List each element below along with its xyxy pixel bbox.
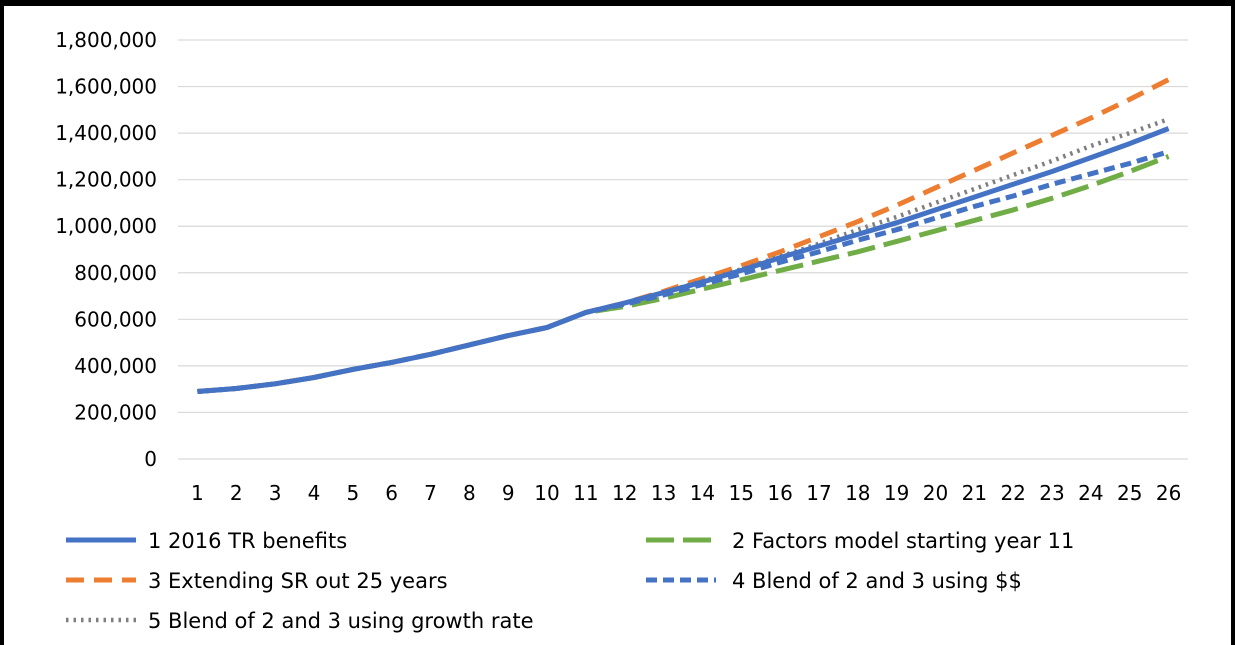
x-tick-label-9: 9	[502, 481, 515, 505]
legend-label-2: 2 Factors model starting year 11	[732, 529, 1074, 553]
y-tick-label-0: 0	[144, 447, 157, 471]
legend-label-3: 3 Extending SR out 25 years	[148, 569, 448, 593]
y-tick-label-9: 1,800,000	[55, 28, 157, 52]
x-tick-label-26: 26	[1156, 481, 1181, 505]
x-tick-label-21: 21	[962, 481, 987, 505]
x-axis-tick-labels: 1 2 3 4 5 6 7 8 9 10 11 12 13 14 15 16 17 18 19 20 21 22 23 24 2…	[191, 481, 1181, 505]
y-tick-label-2: 400,000	[74, 354, 157, 378]
legend: 1 2016 TR benefits 2 Factors model start…	[66, 529, 1074, 633]
x-tick-label-14: 14	[690, 481, 715, 505]
legend-item-3: 3 Extending SR out 25 years	[66, 569, 448, 593]
y-tick-label-8: 1,600,000	[55, 75, 157, 99]
legend-item-1: 1 2016 TR benefits	[66, 529, 347, 553]
x-tick-label-1: 1	[191, 481, 204, 505]
x-tick-label-18: 18	[845, 481, 870, 505]
x-tick-label-4: 4	[308, 481, 321, 505]
x-tick-label-13: 13	[651, 481, 676, 505]
y-tick-label-7: 1,400,000	[55, 121, 157, 145]
x-tick-label-24: 24	[1078, 481, 1103, 505]
x-tick-label-15: 15	[729, 481, 754, 505]
series-lines	[197, 77, 1170, 394]
series-line-3	[197, 77, 1170, 394]
x-tick-label-2: 2	[230, 481, 243, 505]
x-tick-label-19: 19	[884, 481, 909, 505]
legend-label-1: 1 2016 TR benefits	[148, 529, 347, 553]
x-tick-label-10: 10	[534, 481, 559, 505]
legend-label-4: 4 Blend of 2 and 3 using $$	[732, 569, 1022, 593]
legend-item-5: 5 Blend of 2 and 3 using growth rate	[66, 609, 534, 633]
x-tick-label-22: 22	[1000, 481, 1025, 505]
gridlines	[178, 39, 1188, 460]
series-line-4	[197, 149, 1170, 394]
y-tick-label-1: 200,000	[74, 400, 157, 424]
y-axis-tick-labels: 0 200,000 400,000 600,000 800,000 1,000,000 1,…	[55, 28, 157, 471]
legend-item-4: 4 Blend of 2 and 3 using $$	[646, 569, 1022, 593]
y-tick-label-3: 600,000	[74, 307, 157, 331]
series-line-1	[197, 126, 1170, 394]
x-tick-label-7: 7	[424, 481, 437, 505]
y-tick-label-6: 1,200,000	[55, 168, 157, 192]
legend-label-5: 5 Blend of 2 and 3 using growth rate	[148, 609, 534, 633]
x-tick-label-20: 20	[923, 481, 948, 505]
x-tick-label-23: 23	[1039, 481, 1064, 505]
legend-item-2: 2 Factors model starting year 11	[646, 529, 1074, 553]
x-tick-label-8: 8	[463, 481, 476, 505]
x-tick-label-5: 5	[346, 481, 359, 505]
series-line-5	[197, 116, 1170, 394]
x-tick-label-16: 16	[767, 481, 792, 505]
x-tick-label-6: 6	[385, 481, 398, 505]
x-tick-label-3: 3	[269, 481, 282, 505]
x-tick-label-12: 12	[612, 481, 637, 505]
x-tick-label-25: 25	[1117, 481, 1142, 505]
y-tick-label-5: 1,000,000	[55, 214, 157, 238]
x-tick-label-11: 11	[573, 481, 598, 505]
x-tick-label-17: 17	[806, 481, 831, 505]
y-tick-label-4: 800,000	[74, 261, 157, 285]
